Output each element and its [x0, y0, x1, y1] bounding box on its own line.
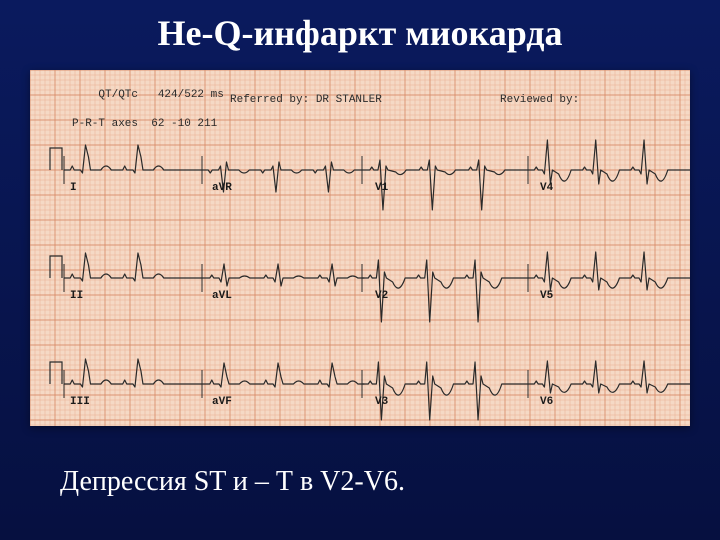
ecg-referred-by: Referred by: DR STANLER — [230, 94, 382, 106]
ecg-header-line1: QT/QTc 424/522 ms — [98, 89, 223, 101]
lead-label: V1 — [375, 182, 388, 194]
slide-title: Не-Q-инфаркт миокарда — [0, 0, 720, 70]
lead-label: V6 — [540, 396, 553, 408]
ecg-header-line2: P-R-T axes 62 -10 211 — [72, 117, 224, 131]
slide-caption: Депрессия ST и – Т в V2-V6. — [60, 466, 690, 498]
lead-label: aVF — [212, 396, 232, 408]
ecg-header: QT/QTc 424/522 ms P-R-T axes 62 -10 211 — [72, 74, 224, 160]
lead-label: aVR — [212, 182, 232, 194]
lead-label: V3 — [375, 396, 388, 408]
lead-label: III — [70, 396, 90, 408]
lead-label: V4 — [540, 182, 553, 194]
lead-label: V2 — [375, 290, 388, 302]
ecg-strip: QT/QTc 424/522 ms P-R-T axes 62 -10 211 … — [30, 70, 690, 426]
lead-label: II — [70, 290, 83, 302]
lead-label: aVL — [212, 290, 232, 302]
lead-label: I — [70, 182, 77, 194]
lead-label: V5 — [540, 290, 553, 302]
ecg-reviewed-by: Reviewed by: — [500, 94, 579, 106]
